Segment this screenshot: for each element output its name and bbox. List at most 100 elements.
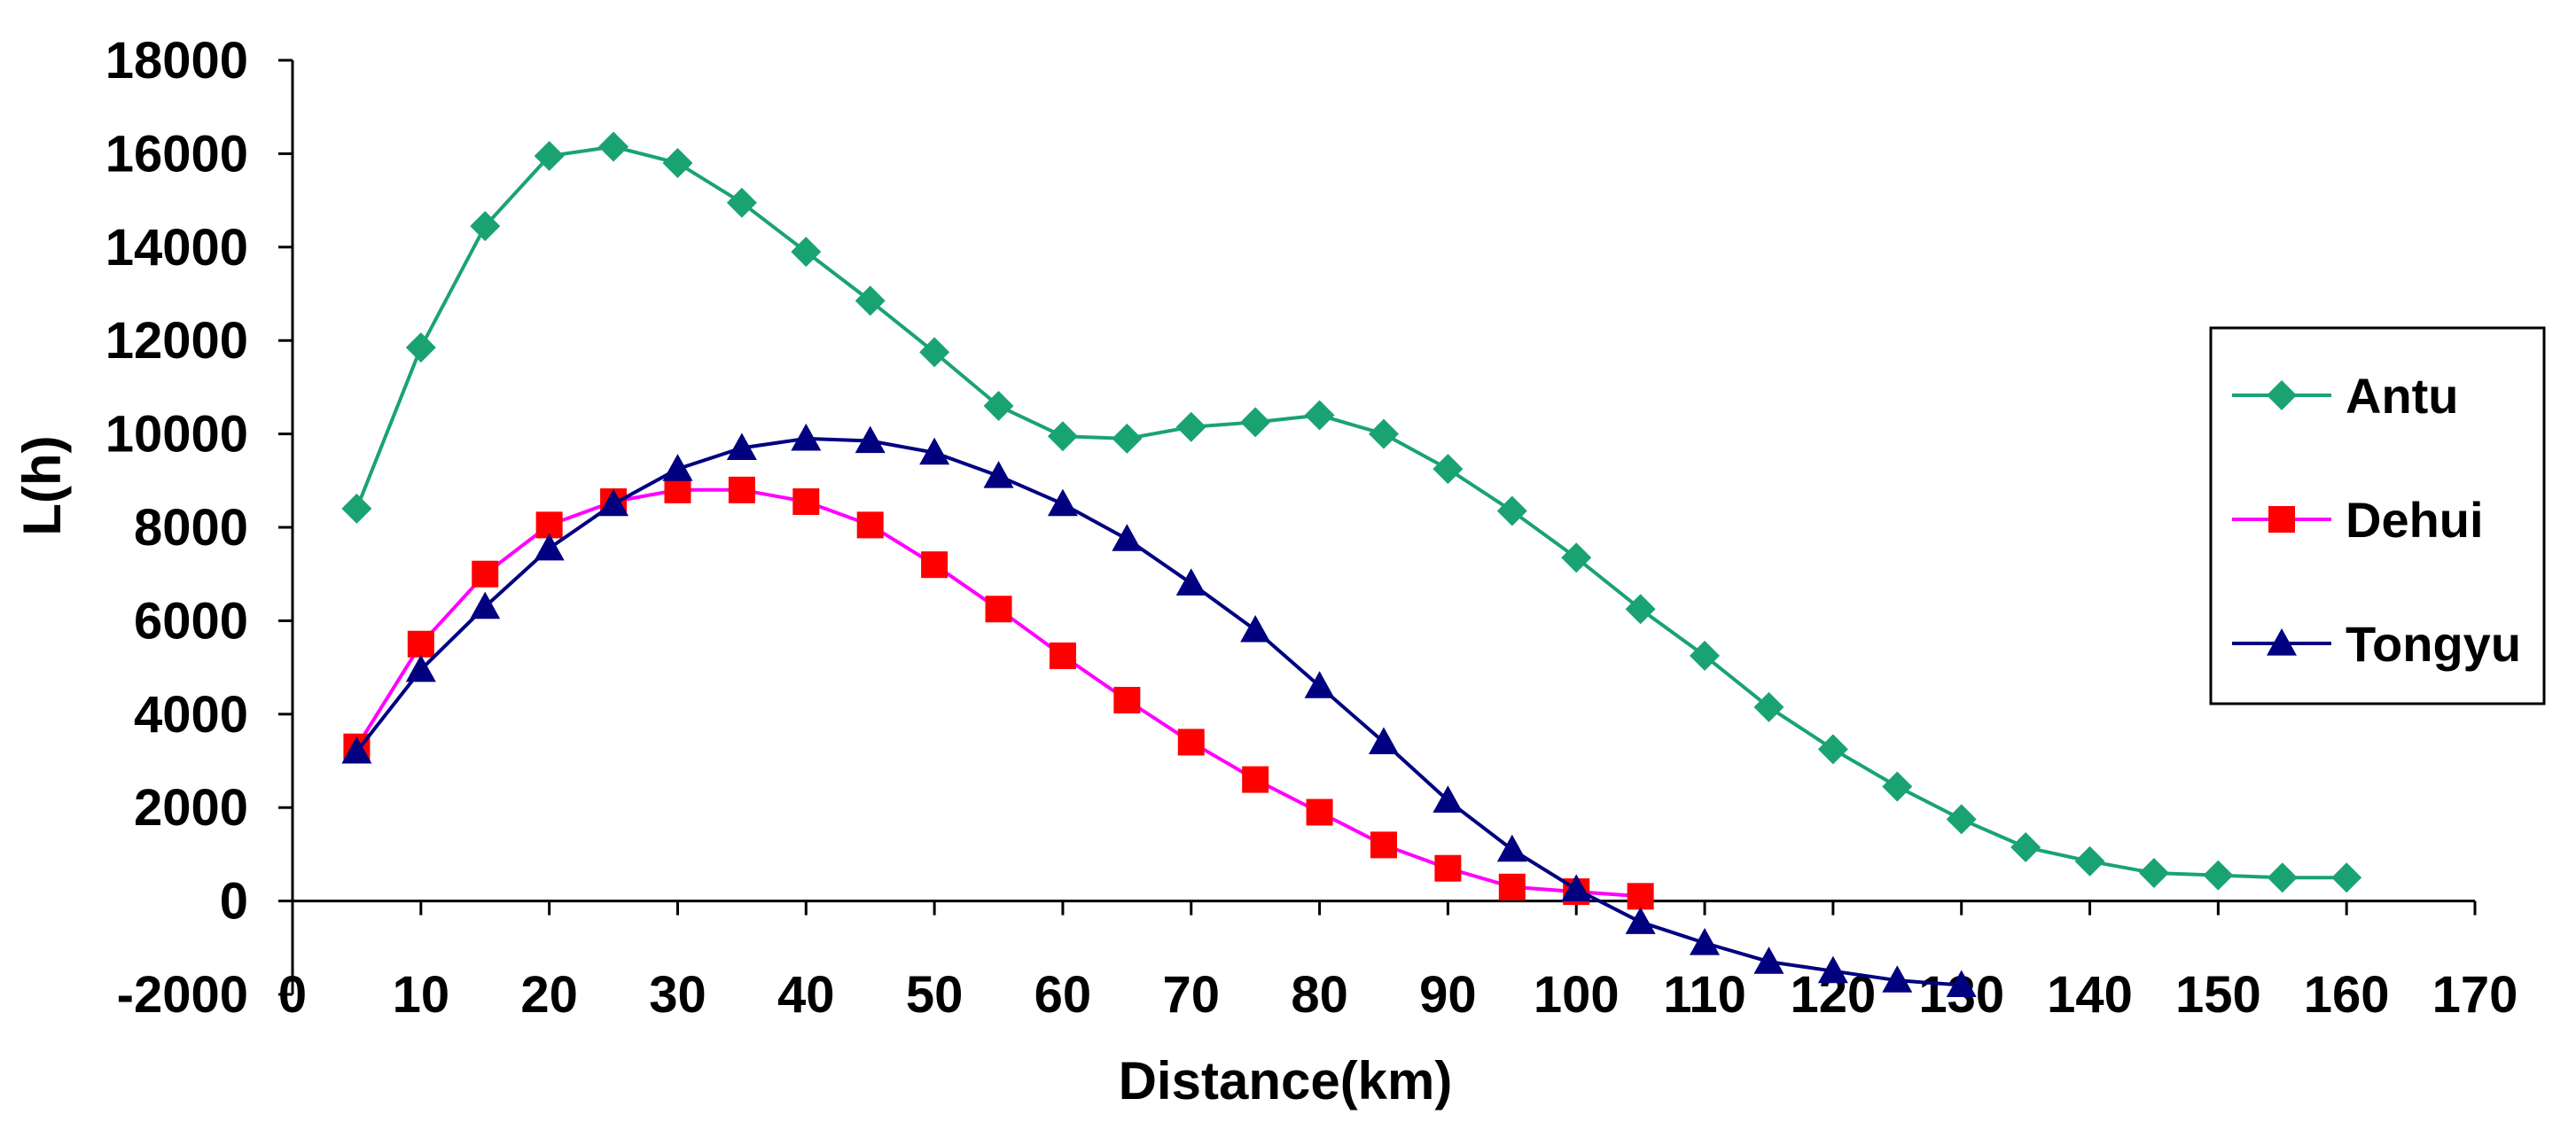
- tongyu-point: [1047, 488, 1078, 517]
- y-axis: -2000 0 2000 4000 6000 8000 10000 12000 14000 160…: [105, 32, 294, 1024]
- dehui-point: [1049, 642, 1076, 669]
- antu-point: [2331, 862, 2362, 893]
- x-tick-label: 70: [1163, 966, 1221, 1024]
- y-tick-label: 2000: [134, 779, 248, 837]
- x-tick-label: 170: [2432, 966, 2518, 1024]
- tongyu-point: [791, 423, 822, 451]
- dehui-point: [985, 596, 1012, 623]
- tongyu-point: [1561, 874, 1592, 902]
- tongyu-point: [919, 437, 950, 465]
- y-tick-label: 18000: [105, 32, 248, 90]
- series-antu: [341, 131, 2362, 893]
- y-axis-title: L(h): [12, 435, 72, 535]
- y-tick-label: 0: [220, 873, 248, 931]
- x-axis: 0102030405060708090100110120130140150160…: [278, 900, 2518, 1024]
- tongyu-point: [855, 425, 886, 454]
- antu-point: [1946, 804, 1977, 835]
- antu-point: [1496, 495, 1527, 526]
- y-tick-label: -2000: [117, 966, 248, 1024]
- antu-point: [470, 211, 501, 242]
- antu-point: [341, 493, 372, 524]
- antu-line: [355, 144, 2347, 880]
- antu-point: [1240, 407, 1271, 438]
- dehui-point: [921, 551, 948, 579]
- tongyu-point: [598, 488, 629, 517]
- antu-point: [1432, 454, 1464, 485]
- antu-point: [2074, 846, 2105, 877]
- dehui-point: [407, 630, 434, 658]
- tongyu-point: [1817, 955, 1848, 984]
- antu-point: [919, 337, 950, 368]
- dehui-point: [1306, 799, 1333, 826]
- tongyu-point: [341, 736, 372, 764]
- legend-label-dehui: Dehui: [2346, 492, 2484, 548]
- y-tick-label: 8000: [134, 499, 248, 557]
- tongyu-point: [1112, 524, 1143, 551]
- x-tick-label: 20: [520, 966, 578, 1024]
- x-tick-label: 60: [1034, 966, 1092, 1024]
- x-tick-label: 90: [1419, 966, 1477, 1024]
- antu-point: [1369, 418, 1399, 449]
- tongyu-point: [405, 654, 436, 682]
- legend-box: [2209, 326, 2546, 705]
- antu-point: [983, 390, 1014, 421]
- legend-label-antu: Antu: [2346, 368, 2459, 424]
- series-dehui: [343, 476, 1654, 910]
- antu-point: [534, 141, 565, 172]
- antu-point: [1304, 400, 1335, 431]
- x-tick-label: 40: [777, 966, 835, 1024]
- x-tick-label: 0: [278, 966, 307, 1024]
- dehui-point: [856, 511, 884, 539]
- legend-marker-tongyu: [2267, 628, 2297, 656]
- dehui-point: [1498, 873, 1526, 900]
- dehui-point: [1242, 766, 1269, 793]
- antu-point: [1690, 640, 1721, 671]
- tongyu-point: [1304, 671, 1335, 698]
- x-tick-label: 100: [1534, 966, 1620, 1024]
- dehui-point: [728, 476, 755, 503]
- tongyu-point: [1690, 928, 1721, 955]
- antu-point: [598, 131, 629, 162]
- antu-point: [1112, 423, 1143, 454]
- x-tick-label: 50: [906, 966, 964, 1024]
- x-tick-label: 80: [1291, 966, 1348, 1024]
- x-tick-label: 110: [1663, 966, 1746, 1024]
- antu-point: [2138, 857, 2169, 888]
- x-tick-label: 160: [2304, 966, 2390, 1024]
- antu-point: [1817, 734, 1848, 765]
- legend-label-tongyu: Tongyu: [2346, 616, 2521, 672]
- legend-marker-dehui: [2268, 506, 2295, 533]
- x-tick-label: 30: [649, 966, 706, 1024]
- y-tick-label: 10000: [105, 406, 248, 464]
- x-tick-label: 10: [393, 966, 450, 1024]
- tongyu-point: [1369, 727, 1399, 755]
- y-tick-label: 14000: [105, 219, 248, 277]
- tongyu-point: [726, 433, 757, 461]
- y-tick-label: 12000: [105, 312, 248, 370]
- antu-point: [1625, 594, 1656, 625]
- tongyu-point: [470, 591, 501, 620]
- antu-point: [1882, 771, 1913, 802]
- dehui-point: [1370, 831, 1397, 859]
- tongyu-point: [662, 454, 693, 481]
- antu-point: [2267, 862, 2298, 893]
- antu-point: [2203, 860, 2234, 891]
- tongyu-point: [1496, 834, 1527, 862]
- legend-marker-antu: [2267, 380, 2297, 410]
- tongyu-point: [1625, 907, 1656, 934]
- antu-point: [1047, 421, 1078, 452]
- dehui-point: [1177, 729, 1205, 756]
- legend: Antu Dehui Tongyu: [2209, 326, 2546, 705]
- tongyu-point: [1175, 568, 1206, 596]
- tongyu-point: [1753, 947, 1784, 974]
- antu-point: [662, 147, 693, 178]
- antu-point: [1561, 542, 1592, 573]
- tongyu-point: [1882, 965, 1913, 993]
- tongyu-point: [1240, 614, 1271, 643]
- tongyu-point: [534, 533, 565, 561]
- antu-point: [791, 237, 822, 268]
- x-axis-title: Distance(km): [1119, 1051, 1453, 1111]
- antu-point: [1175, 411, 1206, 442]
- dehui-point: [472, 560, 499, 588]
